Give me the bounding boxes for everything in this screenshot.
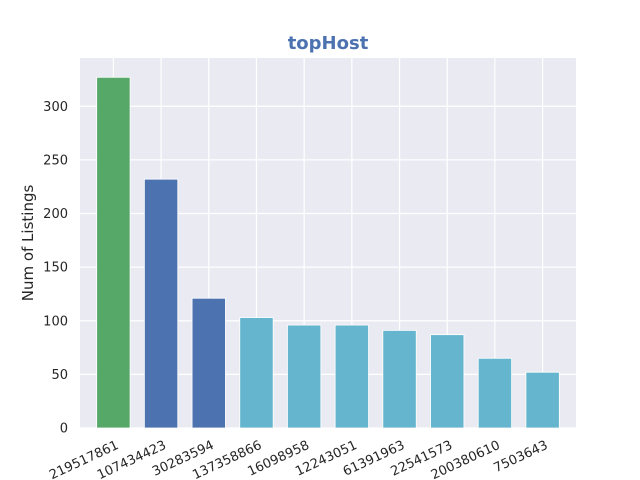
y-axis-label: Num of Listings xyxy=(19,185,37,302)
y-tick-label: 150 xyxy=(43,261,68,276)
y-tick-label: 250 xyxy=(43,153,68,168)
y-tick-label: 200 xyxy=(43,207,68,222)
bar xyxy=(239,317,274,429)
bar xyxy=(382,330,417,429)
y-tick-label: 50 xyxy=(51,368,68,383)
bar xyxy=(143,178,179,429)
y-tick-label: 300 xyxy=(43,100,68,115)
x-tick-label: 7503643 xyxy=(491,438,550,476)
bar xyxy=(430,334,465,429)
x-axis-ticks: 2195178611074344233028359413735886616098… xyxy=(47,438,550,480)
bar xyxy=(287,324,322,429)
bar xyxy=(96,76,131,429)
bar xyxy=(191,297,226,429)
bar xyxy=(334,324,369,429)
bar xyxy=(525,371,560,429)
chart-title: topHost xyxy=(288,33,369,54)
bar xyxy=(477,357,513,429)
y-axis-ticks: 0 50 100 150 200 250 300 xyxy=(43,100,68,437)
y-tick-label: 0 xyxy=(60,422,68,437)
bars xyxy=(96,76,560,429)
y-tick-label: 100 xyxy=(43,314,68,329)
